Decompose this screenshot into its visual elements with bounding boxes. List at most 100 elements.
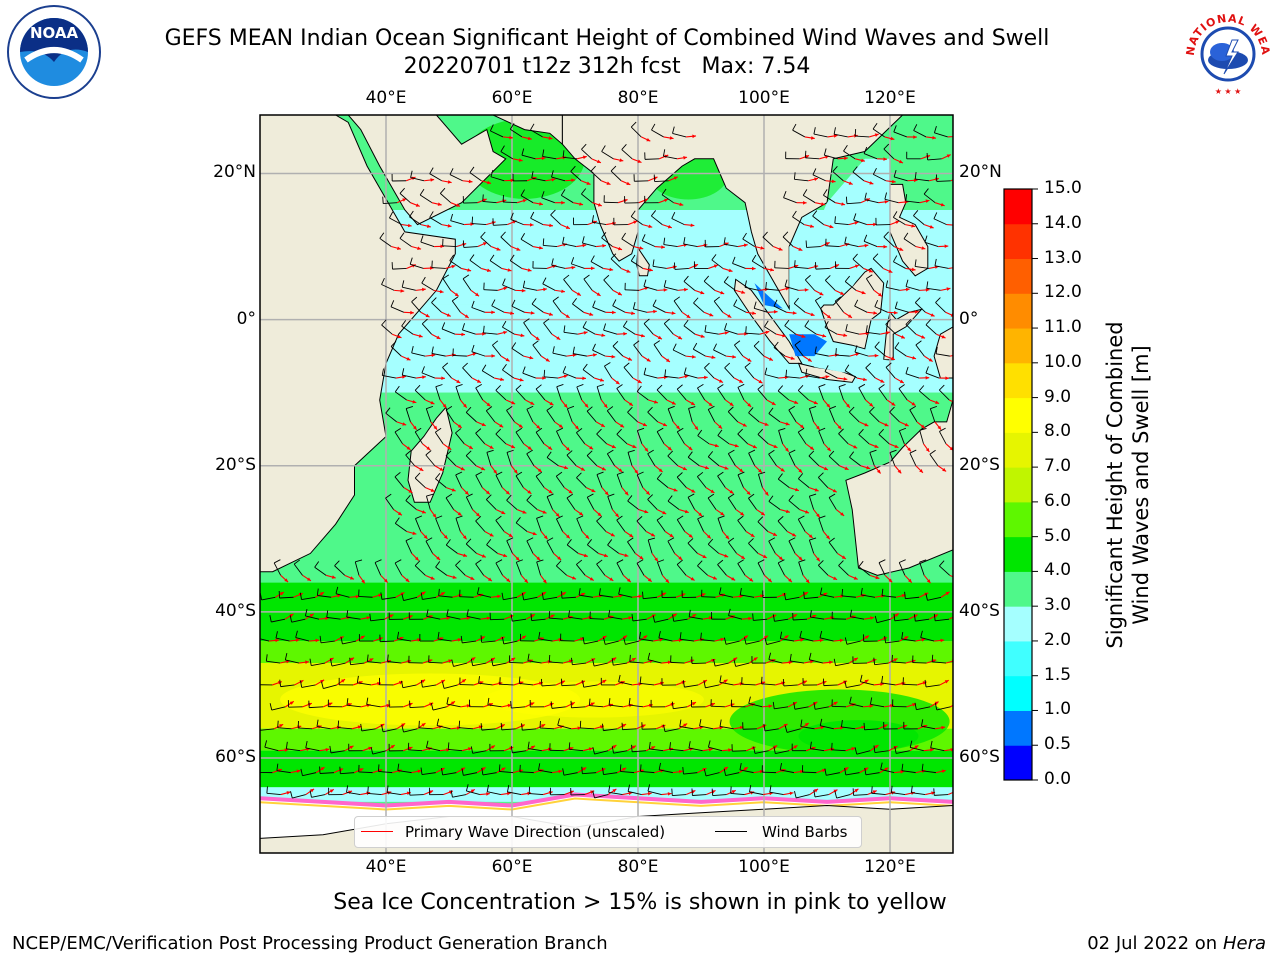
wind-barb (495, 390, 507, 401)
wave-direction-arrowhead (702, 554, 707, 558)
wave-direction-arrowhead (582, 767, 587, 771)
wind-barb (399, 238, 412, 247)
wind-barb (788, 494, 794, 501)
colorbar-segment (1004, 328, 1032, 364)
wind-barb (616, 433, 628, 445)
wave-direction-arrowhead (456, 726, 461, 730)
wave-direction-arrowhead (773, 444, 778, 448)
wind-barb (478, 676, 480, 684)
wind-barb (688, 408, 693, 423)
wave-direction-arrowhead (543, 535, 548, 540)
wave-direction-arrowhead (785, 422, 790, 426)
wave-direction-arrowhead (631, 745, 636, 750)
wind-barb (643, 323, 654, 335)
wave-direction-arrowhead (869, 704, 874, 708)
wave-direction-arrowhead (557, 556, 562, 561)
wind-barb (434, 431, 444, 445)
wind-barb (518, 676, 521, 684)
wave-direction-arrowhead (647, 791, 652, 796)
wind-barb (933, 212, 938, 219)
wind-barb (592, 300, 596, 308)
wind-barb (792, 210, 797, 218)
wave-direction-arrowhead (864, 422, 869, 427)
wind-barb (431, 346, 434, 354)
wind-barb (909, 740, 913, 748)
wave-direction-arrowhead (426, 446, 431, 451)
wind-barb (381, 319, 387, 326)
wave-direction-arrowhead (457, 512, 462, 516)
wind-barb (663, 237, 666, 245)
wind-barb (543, 318, 550, 324)
wind-barb (786, 728, 801, 733)
wind-barb (752, 613, 754, 621)
wind-barb (401, 325, 414, 335)
wave-direction-arrowhead (320, 592, 325, 596)
wave-direction-arrowhead (549, 401, 554, 406)
wind-barb (828, 537, 835, 543)
wind-barb (346, 791, 361, 795)
wave-height-band (260, 641, 953, 664)
wind-barb (854, 299, 859, 307)
wind-barb (748, 449, 756, 454)
wind-barb (933, 126, 937, 133)
wind-barb (486, 544, 498, 554)
wind-barb (846, 684, 861, 689)
wave-direction-arrow (945, 660, 953, 664)
wave-direction-arrowhead (429, 702, 434, 707)
wind-barb (885, 324, 897, 335)
wind-barb (753, 301, 757, 309)
wind-barb (815, 706, 829, 710)
wave-direction-arrowhead (941, 769, 946, 774)
wind-barb (556, 386, 562, 401)
wave-direction-arrowhead (542, 579, 547, 584)
wave-direction-arrowhead (907, 447, 911, 452)
wind-barb (841, 588, 844, 597)
wave-direction-arrowhead (904, 636, 909, 640)
wind-barb (621, 149, 633, 160)
wind-barb (594, 794, 609, 799)
wave-direction-arrowhead (617, 291, 622, 296)
colorbar-frame (1003, 188, 1033, 781)
wind-barb (627, 500, 639, 510)
wave-direction-arrowhead (286, 791, 291, 795)
wind-barb (279, 679, 282, 687)
wind-barb (757, 559, 765, 564)
wind-barb (515, 431, 525, 445)
wind-barb (728, 493, 735, 499)
colorbar-segment (1004, 710, 1032, 746)
wind-barb (551, 176, 566, 182)
wind-barb (717, 471, 724, 477)
wind-barb (305, 740, 308, 749)
wind-barb (379, 238, 392, 247)
lon-tick-label-bottom: 40°E (365, 857, 407, 877)
wave-direction-arrowhead (884, 200, 889, 204)
wind-barb (627, 411, 638, 423)
wind-barb (748, 696, 751, 704)
wind-barb (414, 477, 426, 488)
wave-direction-arrowhead (691, 354, 696, 359)
wind-barb (818, 427, 826, 432)
colorbar-label-line2: Wind Waves and Swell [m] (1129, 345, 1153, 625)
wave-direction-arrowhead (893, 310, 898, 315)
wave-direction-arrowhead (880, 682, 884, 687)
wind-barb (794, 340, 801, 346)
wind-barb (757, 434, 769, 445)
wind-barb (604, 362, 611, 367)
wind-barb (309, 706, 324, 709)
wind-barb (785, 596, 800, 601)
wind-barb (768, 659, 783, 664)
wind-barb (878, 384, 885, 389)
wind-barb (546, 540, 555, 554)
wind-barb (764, 320, 769, 327)
wave-direction-arrowhead (609, 577, 614, 581)
wind-barb (732, 263, 746, 269)
wind-barb (502, 320, 507, 328)
wave-direction-arrowhead (782, 333, 787, 338)
wave-direction-arrowhead (869, 181, 874, 185)
wind-barb (512, 618, 527, 622)
wave-direction-arrow (948, 616, 953, 620)
wave-direction-arrowhead (698, 512, 703, 517)
wave-direction-arrowhead (506, 791, 511, 796)
wind-barb (465, 538, 472, 545)
wind-barb (583, 684, 598, 688)
